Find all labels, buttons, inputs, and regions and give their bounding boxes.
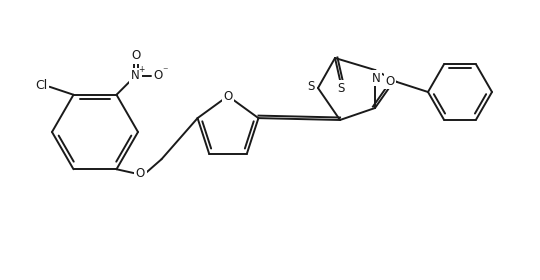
Text: +: + (138, 65, 145, 74)
Text: O: O (136, 167, 145, 180)
Text: O: O (131, 49, 140, 62)
Text: O: O (154, 69, 163, 82)
Text: ⁻: ⁻ (163, 66, 168, 76)
Text: O: O (224, 90, 233, 102)
Text: N: N (131, 69, 140, 82)
Text: N: N (372, 71, 380, 85)
Text: O: O (386, 74, 395, 88)
Text: S: S (338, 81, 345, 95)
Text: Cl: Cl (36, 79, 48, 92)
Text: S: S (307, 80, 315, 92)
